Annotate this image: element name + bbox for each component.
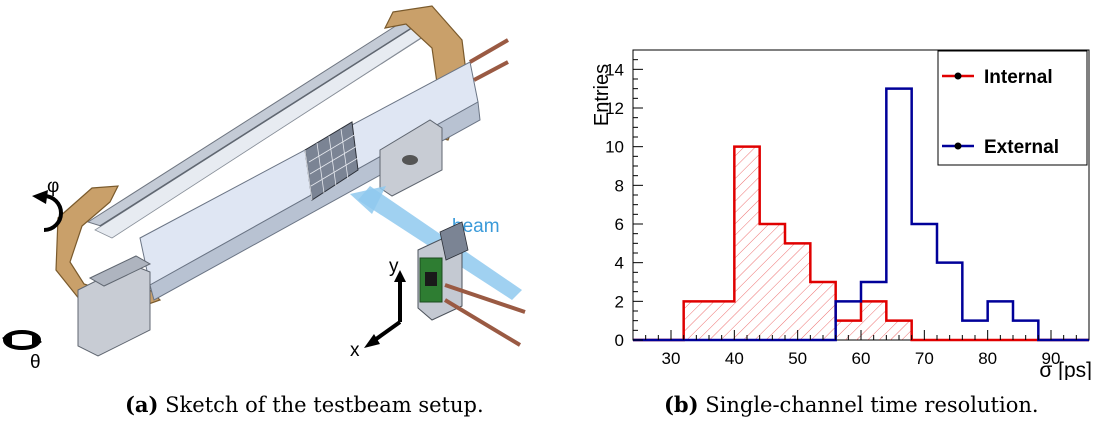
reference-module — [417, 221, 469, 321]
copper-rods — [443, 38, 526, 347]
histogram-chart: 30 40 50 60 70 80 90 0 2 4 6 8 10 12 14 Entries σ [ps]… — [591, 49, 1092, 382]
x-tick-label: 30 — [662, 349, 681, 368]
caption-b: (b) Single-channel time resolution. — [664, 392, 1039, 417]
phi-rotation-icon — [32, 190, 63, 232]
x-tick-label: 90 — [1042, 349, 1061, 368]
x-tick-label: 70 — [915, 349, 934, 368]
x-tick-label: 80 — [978, 349, 997, 368]
y-axis-title: Entries — [591, 64, 613, 126]
setup-sketch: beam φ θ — [2, 5, 526, 373]
phi-label: φ — [47, 176, 59, 197]
mount-block-right — [379, 119, 443, 197]
histogram-bin-fill-internal — [759, 224, 785, 340]
histogram-bin-fill-internal — [810, 282, 836, 340]
legend-item-external: External — [942, 137, 1059, 158]
y-tick-label: 8 — [615, 176, 624, 195]
legend: Internal External — [937, 50, 1088, 166]
histogram-bin-fill-internal — [886, 320, 912, 340]
histogram-bin-fill-internal — [835, 320, 861, 340]
y-tick-label: 2 — [615, 292, 624, 311]
y-tick-label: 4 — [615, 254, 624, 273]
y-tick-label: 0 — [615, 331, 624, 350]
x-axis-label: x — [350, 340, 360, 361]
caption-a: (a) Sketch of the testbeam setup. — [125, 392, 484, 417]
histogram-bin-fill-internal — [683, 301, 709, 340]
legend-label-internal: Internal — [984, 67, 1053, 88]
setup-sketch-panel: beam φ θ — [0, 0, 540, 380]
crystal-matrix — [304, 121, 359, 201]
caption-b-tag: (b) — [664, 392, 699, 417]
theta-label: θ — [30, 352, 41, 373]
histogram-panel: 30 40 50 60 70 80 90 0 2 4 6 8 10 12 14 Entries σ [ps]… — [540, 0, 1094, 382]
y-tick-label: 14 — [605, 60, 624, 79]
x-axis-title: σ [ps] — [1039, 359, 1092, 380]
y-tick-label: 6 — [615, 215, 624, 234]
legend-item-internal: Internal — [942, 67, 1053, 88]
theta-rotation-icon — [2, 330, 42, 350]
x-tick-label: 50 — [788, 349, 807, 368]
support-rails — [86, 19, 442, 239]
histogram-bin-fill-internal — [785, 243, 811, 340]
caption-a-text: Sketch of the testbeam setup. — [165, 393, 484, 417]
histogram-bin-fill-internal — [734, 146, 760, 340]
coordinate-axes-icon — [364, 270, 406, 348]
x-tick-label: 60 — [852, 349, 871, 368]
histogram-bin-fill-internal — [709, 301, 735, 340]
mount-block-left — [77, 255, 152, 357]
y-axis-label: y — [389, 256, 399, 277]
caption-a-tag: (a) — [125, 392, 159, 417]
histogram-bin-fill-internal — [861, 301, 887, 340]
y-tick-label: 10 — [605, 138, 624, 157]
y-tick-label: 12 — [605, 99, 624, 118]
caption-b-text: Single-channel time resolution. — [705, 393, 1039, 417]
x-tick-label: 40 — [725, 349, 744, 368]
legend-label-external: External — [984, 137, 1059, 158]
